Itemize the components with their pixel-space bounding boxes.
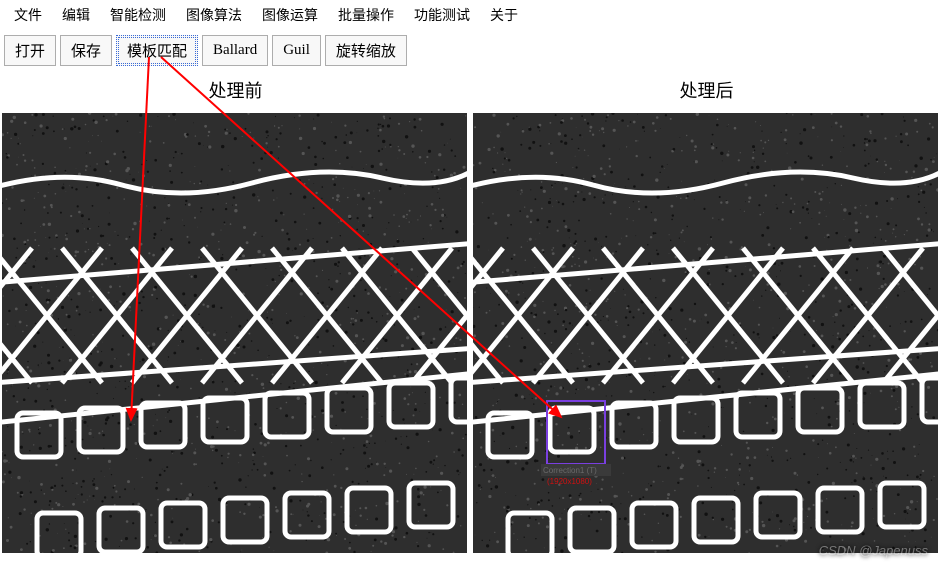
pane-labels-row: 处理前 处理后: [0, 71, 942, 113]
image-panes: Correction1 (T) (1920x1080): [0, 113, 942, 553]
menu-about[interactable]: 关于: [480, 3, 528, 27]
ballard-button[interactable]: Ballard: [202, 35, 268, 66]
after-pane: Correction1 (T) (1920x1080): [473, 113, 938, 553]
menu-image-algo[interactable]: 图像算法: [176, 3, 252, 27]
left-pane-label: 处理前: [0, 71, 471, 113]
menu-smart-detect[interactable]: 智能检测: [100, 3, 176, 27]
menu-image-calc[interactable]: 图像运算: [252, 3, 328, 27]
save-button[interactable]: 保存: [60, 35, 112, 66]
menu-edit[interactable]: 编辑: [52, 3, 100, 27]
menu-func-test[interactable]: 功能测试: [404, 3, 480, 27]
open-button[interactable]: 打开: [4, 35, 56, 66]
toolbar: 打开 保存 模板匹配 Ballard Guil 旋转缩放: [0, 30, 942, 71]
rotate-scale-button[interactable]: 旋转缩放: [325, 35, 407, 66]
template-match-button[interactable]: 模板匹配: [116, 35, 198, 66]
menu-file[interactable]: 文件: [4, 3, 52, 27]
guil-button[interactable]: Guil: [272, 35, 321, 66]
menu-batch[interactable]: 批量操作: [328, 3, 404, 27]
before-pane: [2, 113, 467, 553]
svg-text:Correction1 (T): Correction1 (T): [543, 466, 597, 475]
right-pane-label: 处理后: [471, 71, 942, 113]
menubar: 文件 编辑 智能检测 图像算法 图像运算 批量操作 功能测试 关于: [0, 0, 942, 30]
svg-text:(1920x1080): (1920x1080): [547, 477, 592, 486]
